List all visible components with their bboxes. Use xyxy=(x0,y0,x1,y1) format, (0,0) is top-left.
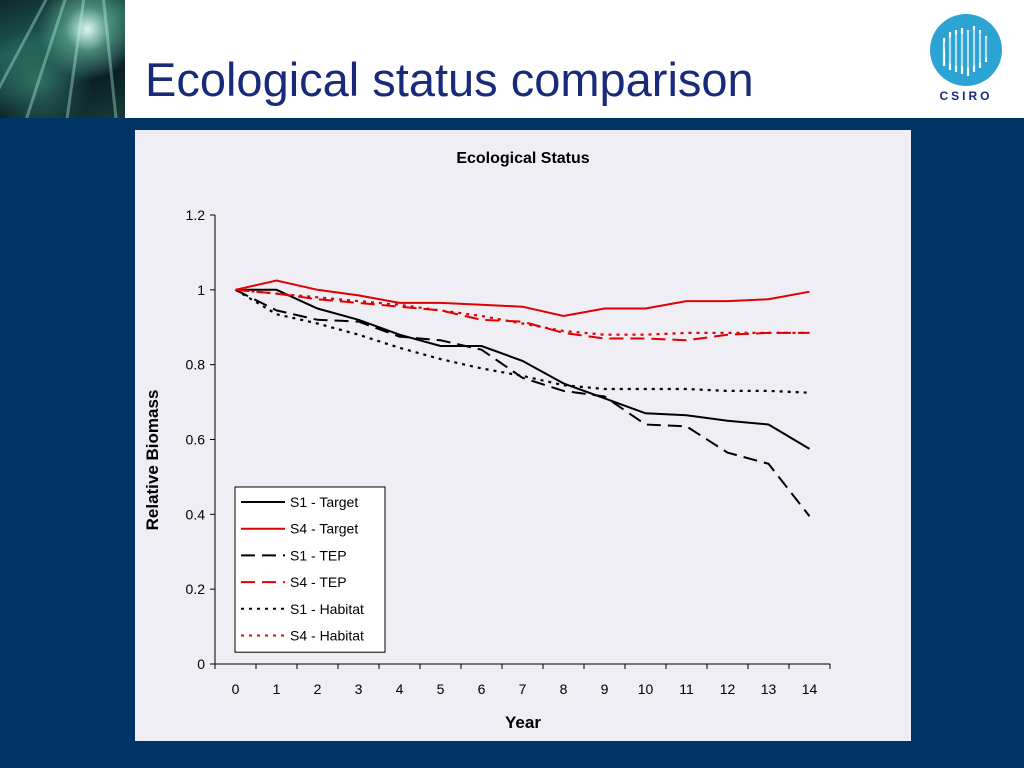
y-tick-label: 0.4 xyxy=(186,506,206,522)
x-tick-label: 11 xyxy=(679,681,694,697)
csiro-logo: CSIRO xyxy=(928,14,1004,106)
series-line-6 xyxy=(235,288,810,336)
page-title: Ecological status comparison xyxy=(145,53,754,106)
x-tick-label: 8 xyxy=(560,681,568,697)
legend-entry: S1 - Target xyxy=(290,494,358,510)
series-line-2 xyxy=(235,279,810,318)
legend-entry: S1 - TEP xyxy=(290,547,347,563)
x-tick-label: 13 xyxy=(761,681,777,697)
x-tick-label: 9 xyxy=(601,681,609,697)
y-tick-label: 1 xyxy=(197,282,205,298)
chart-legend: S1 - Target S4 - Target S1 - TEP S4 - TEP S1… xyxy=(234,486,386,653)
x-axis-label: Year xyxy=(505,713,541,732)
legend-entry: S4 - TEP xyxy=(290,574,347,590)
australia-map-icon xyxy=(930,14,1002,86)
x-tick-label: 4 xyxy=(396,681,404,697)
legend-box xyxy=(234,486,386,653)
header-photo xyxy=(0,0,125,118)
x-tick-label: 1 xyxy=(273,681,281,697)
x-tick-label: 0 xyxy=(232,681,240,697)
y-tick-label: 0.6 xyxy=(186,432,206,448)
x-tick-label: 12 xyxy=(720,681,736,697)
x-tick-label: 14 xyxy=(802,681,818,697)
chart-series xyxy=(234,279,811,517)
chart-panel: Ecological Status 0 0.2 0.4 0.6 0.8 1 1.2 0 1 2 3 4 5… xyxy=(135,130,911,741)
y-tick-label: 0.2 xyxy=(186,581,206,597)
slide-header: Ecological status comparison CSIRO xyxy=(0,0,1024,118)
series-line-1 xyxy=(235,288,811,450)
y-tick-label: 1.2 xyxy=(186,207,206,223)
y-tick-label: 0.8 xyxy=(186,357,206,373)
legend-entry: S1 - Habitat xyxy=(290,601,364,617)
series-line-4 xyxy=(235,288,810,342)
y-axis-label: Relative Biomass xyxy=(143,390,162,531)
x-tick-label: 5 xyxy=(437,681,445,697)
legend-entry: S4 - Habitat xyxy=(290,628,364,644)
logo-text: CSIRO xyxy=(939,89,993,103)
x-tick-label: 2 xyxy=(314,681,322,697)
x-tick-label: 3 xyxy=(355,681,363,697)
series-line-3 xyxy=(235,288,811,517)
legend-entry: S4 - Target xyxy=(290,521,358,537)
x-tick-label: 7 xyxy=(519,681,527,697)
x-tick-label: 6 xyxy=(478,681,486,697)
y-tick-label: 0 xyxy=(197,656,205,672)
chart-title: Ecological Status xyxy=(456,150,589,167)
x-tick-label: 10 xyxy=(638,681,654,697)
